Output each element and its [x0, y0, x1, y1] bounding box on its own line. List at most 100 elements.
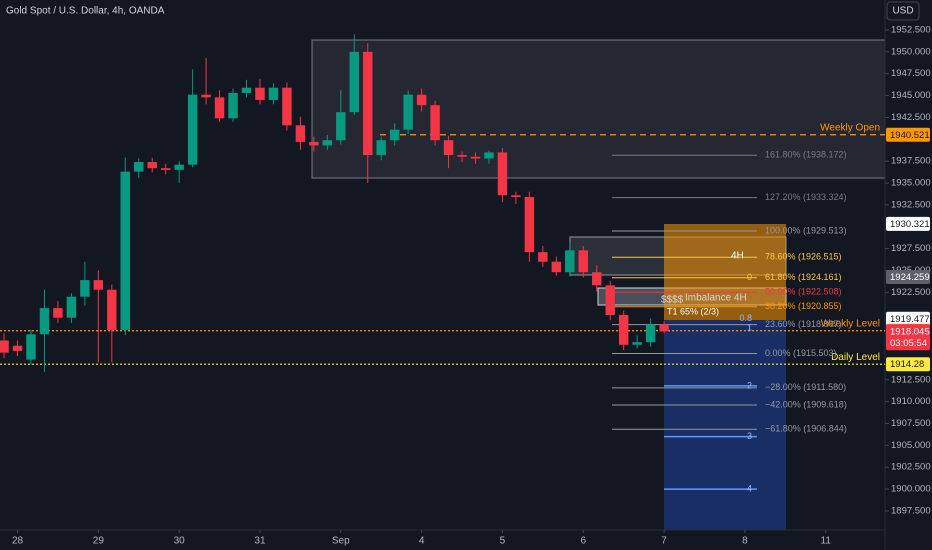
- candle-body: [53, 308, 63, 318]
- fib-label: 50.00% (1922.508): [765, 287, 842, 297]
- countdown: 03:05:54: [890, 338, 927, 349]
- price-badge-label: 1914.28: [890, 359, 924, 370]
- target-zone: [664, 224, 786, 320]
- candle-body: [443, 140, 454, 156]
- fib-label: 61.80% (1924.161): [765, 272, 842, 282]
- trade-marker: 3: [747, 431, 752, 441]
- candle-body: [282, 87, 292, 126]
- x-tick-label: 5: [500, 536, 506, 547]
- candle-body: [484, 152, 494, 159]
- x-tick-label: 29: [93, 536, 105, 547]
- annotation: 4H: [731, 251, 744, 262]
- price-badge: [886, 216, 930, 231]
- candle-body: [174, 164, 184, 170]
- price-badge: [886, 127, 930, 142]
- fib-label: −61.80% (1906.844): [765, 424, 847, 434]
- level-label: Weekly Level: [821, 318, 880, 329]
- level-label: Daily Level: [831, 352, 880, 363]
- price-badge: [886, 269, 930, 284]
- candle-body: [632, 342, 642, 345]
- candle-body: [349, 51, 359, 113]
- candle-body: [659, 324, 669, 332]
- annotation: Imbalance 4H: [685, 293, 747, 304]
- candle-body: [255, 87, 265, 100]
- fib-label: −28.00% (1911.580): [765, 382, 846, 392]
- candle-body: [228, 92, 238, 119]
- y-tick-label: 1905.000: [891, 440, 931, 451]
- candle-body: [0, 340, 9, 353]
- price-badge-label: 1930.321: [890, 219, 930, 230]
- y-tick-label: 1937.500: [891, 156, 931, 167]
- candle-body: [605, 285, 615, 316]
- trade-marker: 0.8: [739, 313, 752, 323]
- y-tick-label: 1942.500: [891, 112, 931, 123]
- price-badge-label: 1924.259: [890, 272, 930, 283]
- fib-label: 100.00% (1929.513): [765, 225, 847, 235]
- chart-title: Gold Spot / U.S. Dollar, 4h, OANDA: [6, 6, 165, 17]
- price-badge-label: 1940.521: [890, 130, 930, 141]
- candle-body: [120, 171, 130, 330]
- candle-body: [134, 162, 144, 172]
- candle-body: [618, 315, 629, 345]
- candle-body: [268, 87, 279, 100]
- trade-marker: 1: [747, 323, 752, 333]
- currency[interactable]: USD: [892, 6, 913, 17]
- y-tick-label: 1927.500: [891, 243, 931, 254]
- candle-body: [80, 280, 90, 297]
- level-label: Weekly Open: [820, 122, 880, 133]
- candle-body: [389, 129, 400, 141]
- x-tick-label: Sep: [332, 536, 350, 547]
- y-tick-label: 1912.500: [891, 374, 931, 385]
- trade-marker: 4: [747, 483, 752, 493]
- y-tick-label: 1932.500: [891, 199, 931, 210]
- candle-body: [201, 94, 211, 98]
- trade-marker: 2: [747, 380, 752, 390]
- y-tick-label: 1945.000: [891, 90, 931, 101]
- candle-body: [578, 250, 588, 273]
- candle-body: [39, 308, 50, 335]
- candle-body: [147, 162, 157, 169]
- y-tick-label: 1907.500: [891, 418, 931, 429]
- price-badge-label: 1919.477: [890, 314, 930, 325]
- candle-body: [336, 112, 346, 141]
- last-price-badge: [886, 324, 930, 351]
- candle-body: [430, 105, 440, 141]
- candle-body: [241, 87, 252, 93]
- candle-body: [214, 97, 225, 119]
- fib-label: 23.60% (1918.807): [765, 319, 842, 329]
- x-tick-label: 4: [419, 536, 425, 547]
- candle-body: [645, 324, 656, 343]
- candle-body: [309, 141, 319, 146]
- x-tick-label: 6: [580, 536, 586, 547]
- candle-body: [497, 152, 508, 196]
- candle-body: [187, 94, 198, 165]
- candle-body: [551, 261, 562, 273]
- y-tick-label: 1935.000: [891, 178, 931, 189]
- candle-body: [322, 140, 333, 146]
- price-badge: [886, 357, 930, 372]
- candle-body: [565, 250, 575, 273]
- x-tick-label: 31: [254, 536, 266, 547]
- y-tick-label: 1897.500: [891, 505, 931, 516]
- x-tick-label: 30: [174, 536, 186, 547]
- candle-body: [66, 296, 77, 318]
- x-tick-label: 7: [661, 536, 667, 547]
- fib-label: 161.80% (1938.172): [765, 150, 847, 160]
- candle-body: [93, 280, 104, 290]
- y-tick-label: 1902.500: [891, 462, 931, 473]
- fib-label: −42.00% (1909.618): [765, 399, 847, 409]
- price-badge: [886, 311, 930, 326]
- fib-label: 78.60% (1926.515): [765, 252, 842, 262]
- currency-button[interactable]: [886, 1, 920, 21]
- y-tick-label: 1950.000: [891, 46, 931, 57]
- stop-zone: [664, 320, 786, 530]
- x-tick-label: 11: [821, 536, 832, 547]
- y-tick-label: 1910.000: [891, 396, 931, 407]
- candle-body: [107, 289, 117, 330]
- candle-body: [26, 334, 36, 360]
- fib-label: 127.20% (1933.324): [765, 192, 847, 202]
- candle-body: [160, 168, 171, 170]
- y-tick-label: 1947.500: [891, 68, 931, 79]
- candle-body: [403, 94, 413, 130]
